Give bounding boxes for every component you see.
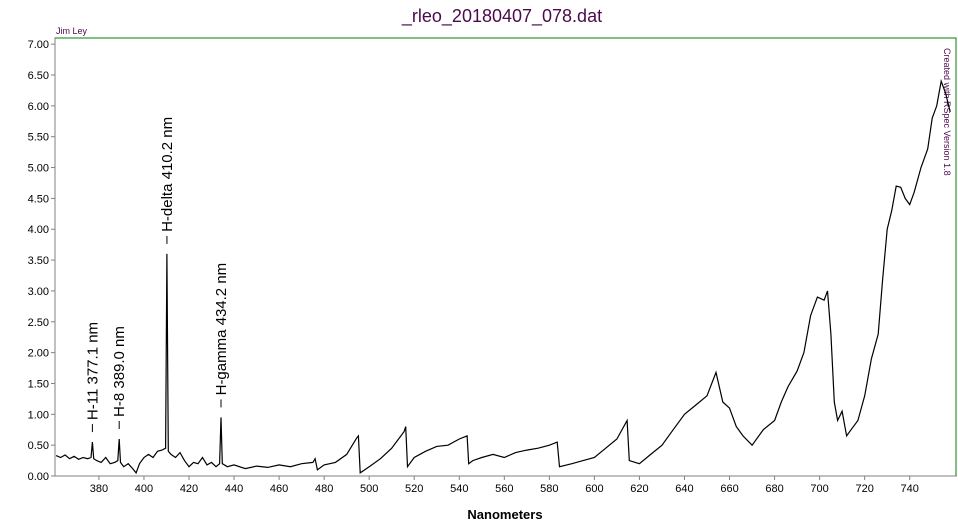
x-axis-label: Nanometers xyxy=(467,507,542,522)
x-tick-label: 700 xyxy=(810,483,828,495)
x-tick-label: 660 xyxy=(720,483,738,495)
x-tick-label: 380 xyxy=(90,483,108,495)
y-tick-label: 2.00 xyxy=(28,348,49,360)
x-tick-label: 640 xyxy=(675,483,693,495)
chart-title: _rleo_20180407_078.dat xyxy=(401,6,602,27)
annotation: H-8 389.0 nm xyxy=(111,326,128,417)
y-tick-label: 5.00 xyxy=(28,163,49,175)
x-tick-label: 720 xyxy=(855,483,873,495)
y-tick-label: 3.50 xyxy=(28,255,49,267)
x-tick-label: 400 xyxy=(135,483,153,495)
x-tick-label: 480 xyxy=(315,483,333,495)
x-tick-label: 620 xyxy=(630,483,648,495)
y-tick-label: 4.00 xyxy=(28,224,49,236)
y-tick-label: 6.00 xyxy=(28,101,49,113)
x-tick-label: 440 xyxy=(225,483,243,495)
x-tick-label: 460 xyxy=(270,483,288,495)
plot-frame xyxy=(54,37,957,477)
y-tick-label: 1.50 xyxy=(28,378,49,390)
y-tick-label: 0.50 xyxy=(28,440,49,452)
y-tick-label: 4.50 xyxy=(28,193,49,205)
x-tick-label: 740 xyxy=(901,483,919,495)
annotation: H-delta 410.2 nm xyxy=(159,117,176,232)
y-tick-label: 7.00 xyxy=(28,39,49,51)
x-tick-label: 580 xyxy=(540,483,558,495)
y-tick-label: 6.50 xyxy=(28,70,49,82)
x-tick-label: 420 xyxy=(180,483,198,495)
y-tick-label: 5.50 xyxy=(28,132,49,144)
y-tick-label: 1.00 xyxy=(28,409,49,421)
spectrum-line xyxy=(55,78,951,475)
author: Jim Ley xyxy=(56,26,88,36)
annotation: H-11 377.1 nm xyxy=(84,322,101,420)
x-tick-label: 600 xyxy=(585,483,603,495)
x-tick-label: 560 xyxy=(495,483,513,495)
x-tick-label: 540 xyxy=(450,483,468,495)
y-tick-label: 2.50 xyxy=(28,317,49,329)
x-tick-label: 680 xyxy=(765,483,783,495)
y-tick-label: 3.00 xyxy=(28,286,49,298)
credit: Created with RSpec Version 1.8 xyxy=(942,48,952,176)
annotation: H-gamma 434.2 nm xyxy=(213,263,230,396)
x-tick-label: 500 xyxy=(360,483,378,495)
x-tick-label: 520 xyxy=(405,483,423,495)
y-tick-label: 0.00 xyxy=(28,471,49,483)
